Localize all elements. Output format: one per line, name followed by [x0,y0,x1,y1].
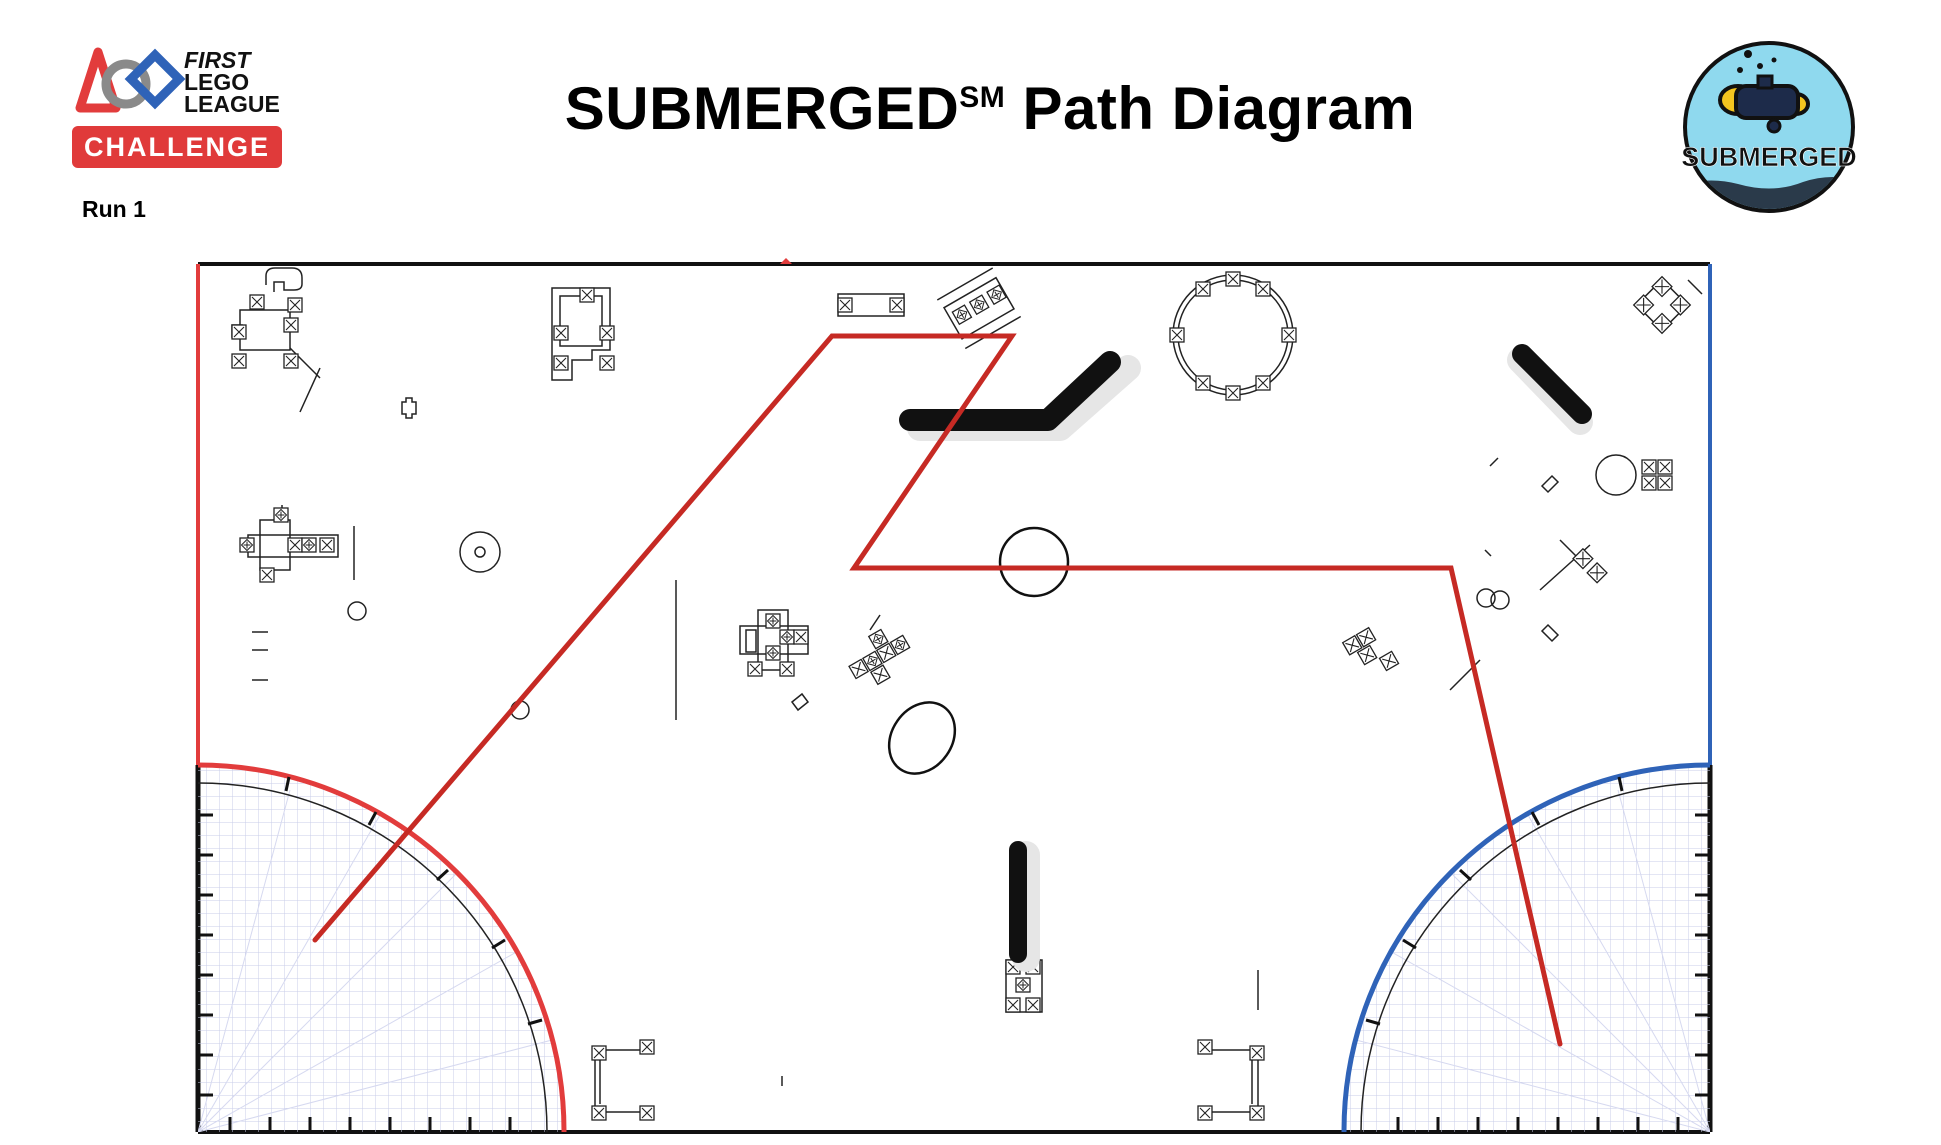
left-launch-area [197,762,567,1133]
emblem-text: SUBMERGED [1681,142,1857,172]
logo-challenge-text: CHALLENGE [84,132,270,162]
robot-path-run-1 [312,333,1563,1047]
black-bar-upper-right [1507,344,1593,435]
title-main: SUBMERGED [564,75,960,142]
mission-model-top-right [1635,278,1689,332]
mission-model-bottom-right-bracket [1200,1049,1259,1113]
submerged-emblem-icon: SUBMERGED [1678,36,1860,218]
center-circle [998,526,1070,598]
page-title: SUBMERGEDSM Path Diagram [400,74,1580,143]
run-label: Run 1 [82,196,146,222]
title-rest: Path Diagram [1005,75,1416,142]
black-bar-bottom-center [1009,841,1040,972]
logo-lego-text: LEGO [184,69,249,95]
title-service-mark: SM [959,81,1006,114]
first-lego-league-logo-icon: FIRST LEGO LEAGUE CHALLENGE [72,46,292,171]
mission-model-bottom-left-bracket [594,1049,650,1113]
field-diagram [180,250,1722,1145]
header: FIRST LEGO LEAGUE CHALLENGE SUBMERGEDSM … [0,0,1941,250]
center-ellipse [887,701,957,775]
logo-first-text: FIRST [184,47,252,73]
mission-model-top-4 [936,267,1022,350]
mission-model-right-circle [1595,454,1637,496]
logo-league-text: LEAGUE [184,91,280,117]
